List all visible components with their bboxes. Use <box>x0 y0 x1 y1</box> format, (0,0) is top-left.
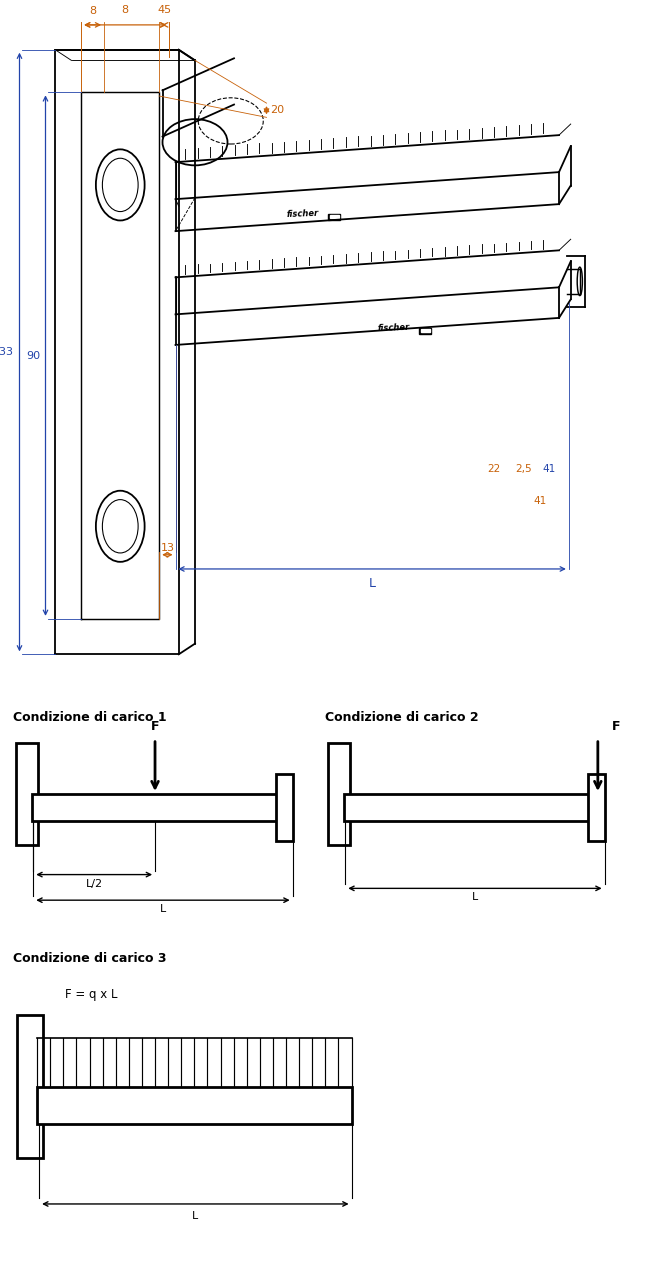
Text: 20: 20 <box>270 105 284 116</box>
Bar <box>37 1087 352 1124</box>
Bar <box>588 775 604 841</box>
Text: L: L <box>369 578 376 591</box>
Text: L: L <box>472 893 478 902</box>
Text: 2,5: 2,5 <box>515 465 532 475</box>
Text: L: L <box>192 1212 198 1220</box>
Bar <box>328 743 350 845</box>
Text: Condizione di carico 3: Condizione di carico 3 <box>13 952 166 965</box>
Text: F: F <box>612 720 620 733</box>
Bar <box>328 215 340 220</box>
Bar <box>32 794 278 822</box>
Text: L: L <box>160 904 166 914</box>
Text: 13: 13 <box>161 544 174 554</box>
Text: 41: 41 <box>533 497 546 507</box>
Text: 133: 133 <box>0 347 14 357</box>
Text: 41: 41 <box>543 465 556 475</box>
Text: 45: 45 <box>157 5 171 15</box>
Bar <box>421 329 430 333</box>
Text: L/2: L/2 <box>86 879 103 889</box>
Text: fischer: fischer <box>377 323 410 333</box>
Text: 90: 90 <box>26 351 40 361</box>
Bar <box>17 1016 43 1158</box>
Text: 8: 8 <box>89 6 96 17</box>
Text: Condizione di carico 1: Condizione di carico 1 <box>13 711 166 724</box>
Text: Condizione di carico 2: Condizione di carico 2 <box>325 711 478 724</box>
Bar <box>419 328 431 334</box>
Text: fischer: fischer <box>286 208 318 218</box>
Text: 22: 22 <box>488 465 500 475</box>
Text: F = q x L: F = q x L <box>66 988 118 1001</box>
Bar <box>330 216 339 218</box>
Bar <box>344 794 590 822</box>
Text: F: F <box>151 720 159 733</box>
Bar <box>16 743 38 845</box>
Bar <box>276 775 292 841</box>
Text: 8: 8 <box>122 5 129 15</box>
